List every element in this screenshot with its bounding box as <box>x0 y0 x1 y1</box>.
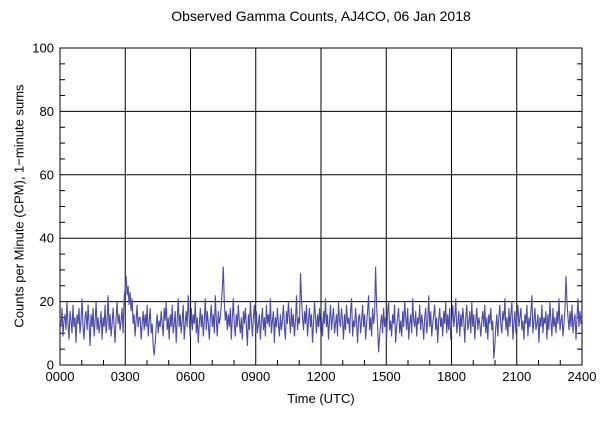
y-tick-label: 100 <box>32 41 54 56</box>
x-axis-title: Time (UTC) <box>287 391 355 406</box>
x-tick-label: 0600 <box>176 369 205 384</box>
plot-border <box>59 47 583 366</box>
chart-title: Observed Gamma Counts, AJ4CO, 06 Jan 201… <box>171 8 471 24</box>
y-tick-label: 0 <box>47 358 54 373</box>
y-tick-label: 40 <box>40 231 54 246</box>
y-tick-label: 80 <box>40 104 54 119</box>
x-tick-label: 0300 <box>111 369 140 384</box>
x-tick-label: 2400 <box>568 369 597 384</box>
y-axis-title: Counts per Minute (CPM), 1−minute sums <box>11 84 27 328</box>
y-tick-label: 60 <box>40 167 54 182</box>
x-tick-label: 0000 <box>46 369 75 384</box>
data-series-gamma-counts <box>59 266 583 359</box>
x-tick-label: 2100 <box>502 369 531 384</box>
x-tick-label: 1500 <box>372 369 401 384</box>
y-tick-label: 20 <box>40 294 54 309</box>
x-tick-label: 1200 <box>307 369 336 384</box>
x-tick-label: 1800 <box>437 369 466 384</box>
x-tick-label: 0900 <box>241 369 270 384</box>
